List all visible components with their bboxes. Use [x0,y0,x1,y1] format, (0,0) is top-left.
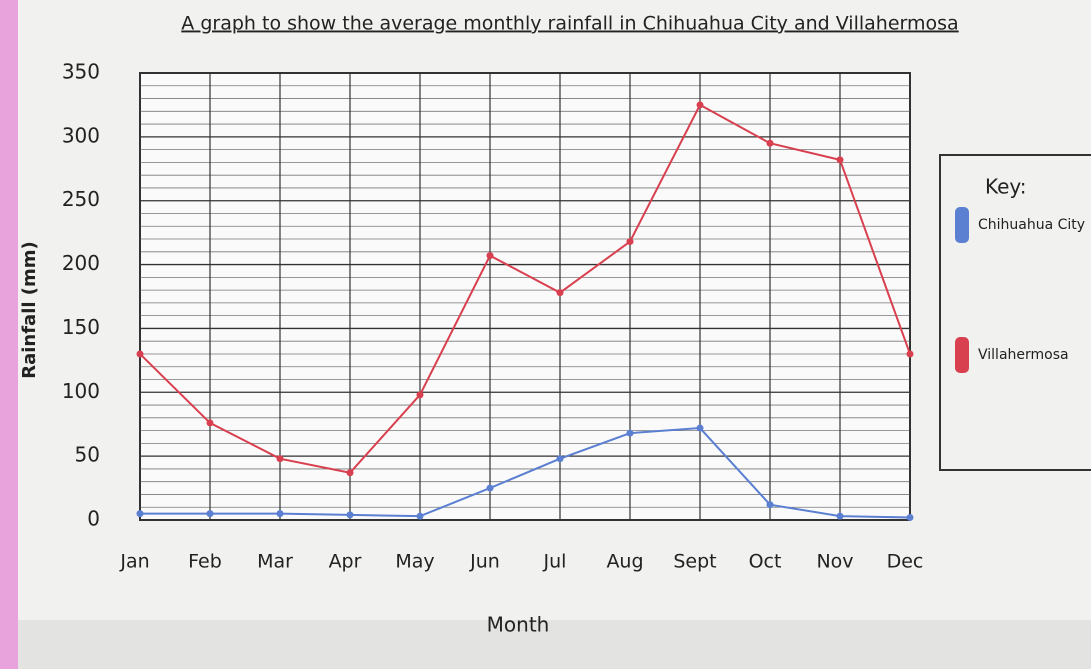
data-point [766,501,774,509]
legend-swatch [955,207,969,243]
y-tick-label: 0 [87,507,100,531]
data-point [136,510,144,518]
data-point [346,511,354,519]
x-tick-label: Dec [887,551,924,573]
data-point [626,429,634,437]
x-tick-label: Apr [329,551,362,573]
data-point [696,424,704,432]
legend-label: Villahermosa [978,347,1069,363]
legend-swatch [955,337,969,373]
data-point [906,513,914,521]
data-point [416,512,424,520]
y-tick-label: 300 [62,123,100,147]
data-point [836,512,844,520]
y-tick-label: 250 [62,187,100,211]
data-point [486,484,494,492]
legend-box [939,154,1091,471]
x-tick-label: Feb [188,551,222,573]
x-tick-label: Oct [749,551,782,573]
y-tick-label: 50 [75,443,100,467]
series-line [139,103,911,474]
x-tick-label: Jun [469,551,500,573]
x-tick-label: Jul [543,551,567,573]
x-tick-label: May [395,551,434,573]
data-point [486,252,494,260]
data-point [696,101,704,109]
chart-title: A graph to show the average monthly rain… [181,13,958,35]
legend-label: Chihuahua City [978,217,1085,233]
data-point [206,419,214,427]
plot-area [139,72,911,521]
data-point [626,238,634,246]
data-point [556,289,564,297]
data-point [276,510,284,518]
y-tick-label: 150 [62,315,100,339]
data-point [766,139,774,147]
data-point [346,469,354,477]
data-point [276,455,284,463]
y-axis-label: Rainfall (mm) [19,241,40,379]
legend-title: Key: [985,175,1027,199]
y-tick-label: 200 [62,251,100,275]
x-axis-label: Month [487,613,550,637]
x-tick-label: Nov [816,551,853,573]
x-tick-label: Aug [606,551,643,573]
data-point [836,156,844,164]
data-point [416,391,424,399]
data-point [206,510,214,518]
x-tick-label: Mar [257,551,293,573]
x-tick-label: Jan [119,551,149,573]
data-point [556,455,564,463]
x-tick-label: Sept [673,551,716,573]
y-tick-label: 350 [62,60,100,84]
series-line [140,427,911,519]
paper-edge [18,620,1091,669]
y-tick-label: 100 [62,379,100,403]
data-point [906,350,914,358]
data-point [136,350,144,358]
